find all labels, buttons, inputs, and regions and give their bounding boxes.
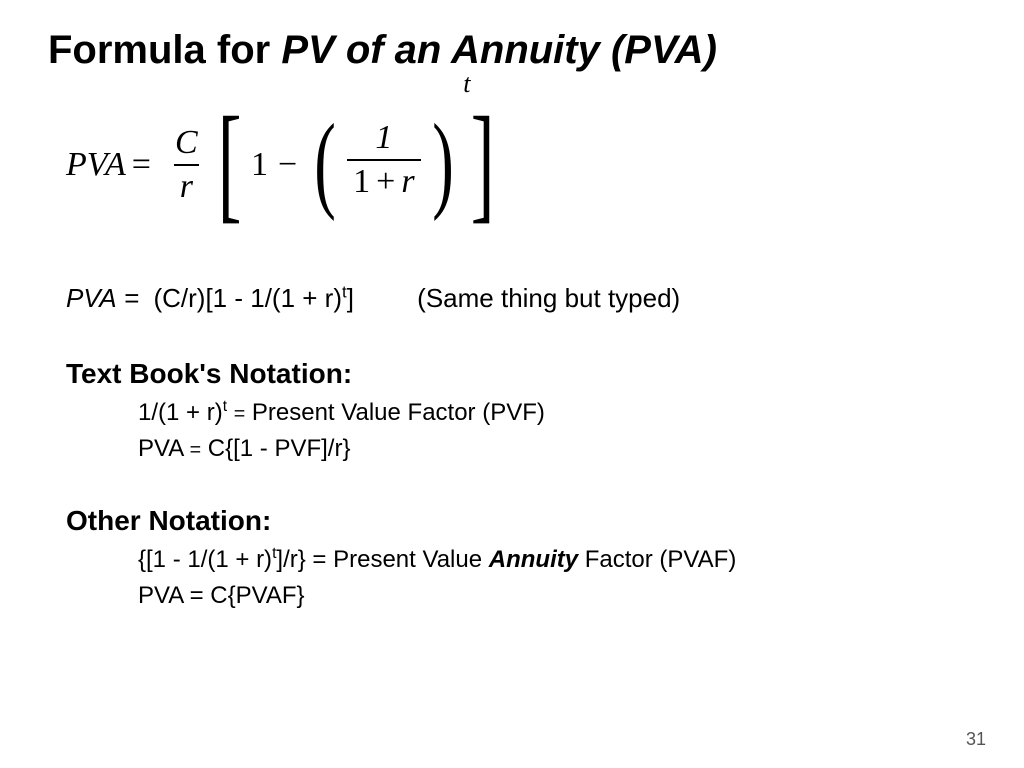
- slide-title: Formula for PV of an Annuity (PVA): [48, 28, 976, 73]
- exponent-t: t: [463, 69, 470, 99]
- page-number: 31: [966, 729, 986, 750]
- textbook-heading: Text Book's Notation:: [66, 358, 976, 390]
- title-italic: PV of an Annuity (PVA): [281, 28, 717, 72]
- frac-den: r: [174, 164, 199, 206]
- typed-note: (Same thing but typed): [417, 281, 680, 316]
- textbook-line-1: 1/(1 + r)t = Present Value Factor (PVF): [138, 398, 976, 427]
- equals-sign: =: [132, 146, 151, 184]
- inner-fraction: 1 1+r: [347, 119, 420, 211]
- one: 1: [251, 146, 268, 184]
- pva-formula: PVA = C r [ 1 − ( 1 1+r ) t ]: [66, 85, 976, 245]
- paren-group: ( 1 1+r ) t: [307, 119, 460, 211]
- textbook-line-2: PVA = C{[1 - PVF]/r}: [138, 435, 976, 463]
- left-bracket: [: [217, 108, 241, 219]
- minus-sign: −: [278, 146, 297, 184]
- other-line-2: PVA = C{PVAF}: [138, 582, 976, 610]
- formula-lhs: PVA: [66, 146, 126, 184]
- right-bracket: ]: [470, 108, 494, 219]
- fraction-c-over-r: C r: [169, 124, 204, 206]
- typed-body: (C/r)[1 - 1/(1 + r)t]: [146, 283, 354, 313]
- typed-lhs: PVA: [66, 283, 117, 313]
- left-paren: (: [314, 117, 336, 209]
- inner-num: 1: [369, 119, 398, 159]
- title-prefix: Formula for: [48, 28, 281, 72]
- right-paren: ): [432, 117, 454, 209]
- annuity-emphasis: Annuity: [489, 546, 578, 573]
- frac-num: C: [169, 124, 204, 164]
- other-heading: Other Notation:: [66, 505, 976, 537]
- typed-formula-line: PVA = (C/r)[1 - 1/(1 + r)t] (Same thing …: [66, 281, 976, 316]
- inner-den: 1+r: [347, 159, 420, 201]
- typed-eq: =: [124, 283, 146, 313]
- other-line-1: {[1 - 1/(1 + r)t]/r} = Present Value Ann…: [138, 545, 976, 574]
